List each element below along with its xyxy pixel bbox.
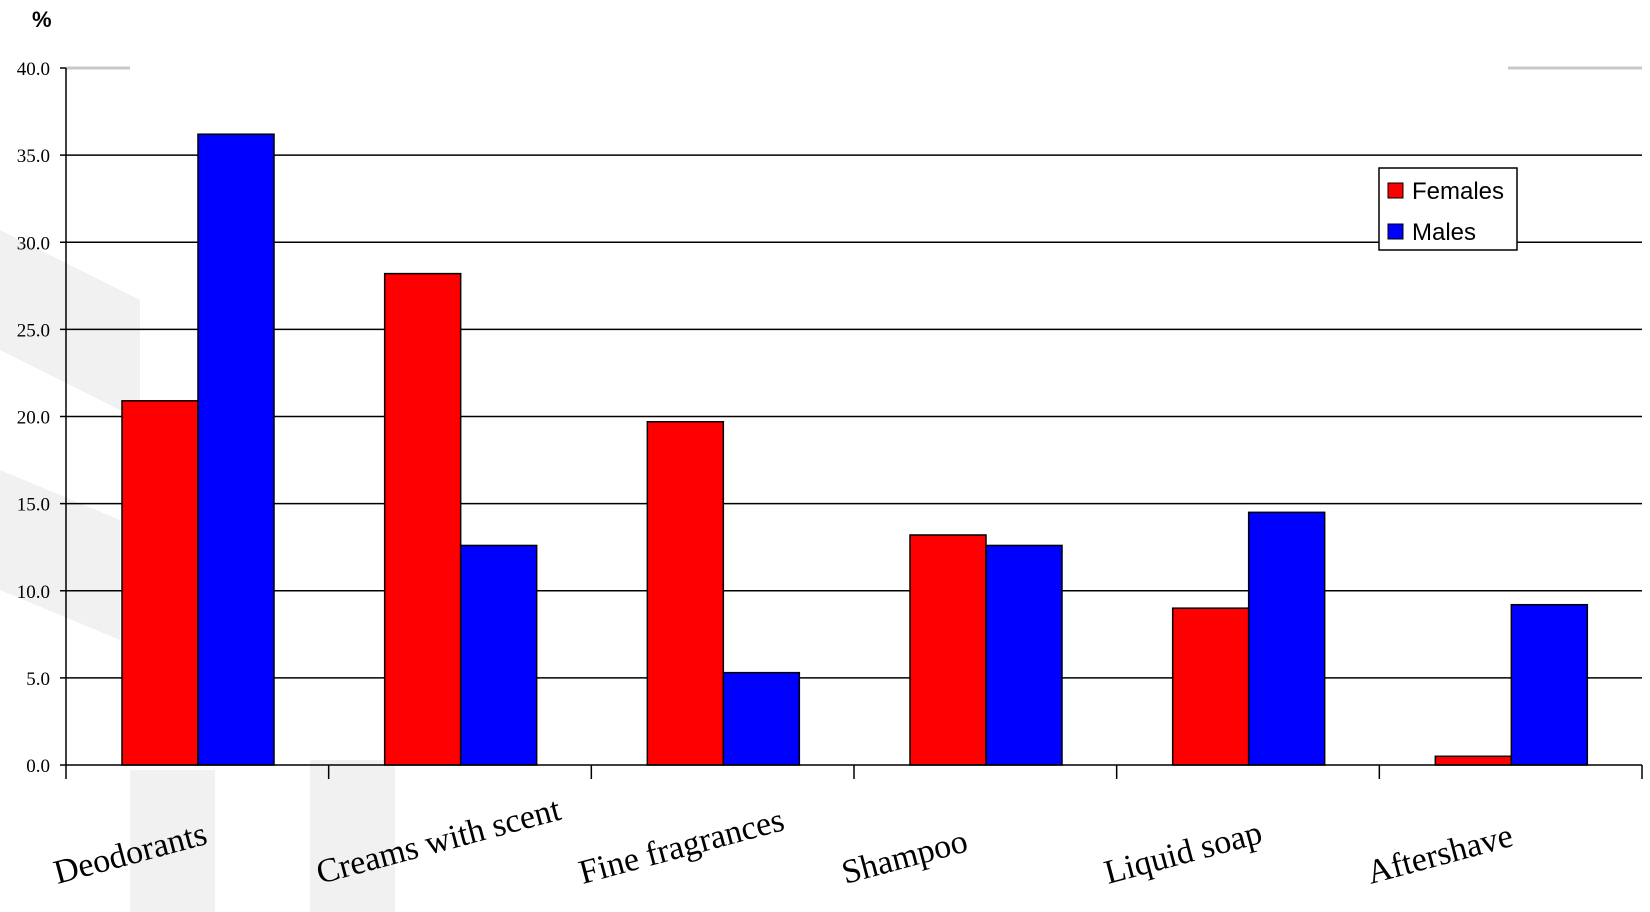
legend-label-females: Females [1412,178,1504,205]
category-label: Shampoo [838,823,972,892]
bar-males-aftershave [1510,603,1589,766]
bars [121,133,1589,766]
y-tick-label: 40.0 [17,59,50,80]
axes [65,68,1643,779]
y-tick-label: 30.0 [17,233,50,254]
y-tick-label: 15.0 [17,495,50,516]
bar-females-deodorants [121,400,199,766]
y-tick-label: 5.0 [26,669,50,690]
y-tick-label: 25.0 [17,320,50,341]
y-tick-label: 20.0 [17,408,50,429]
legend-label-males: Males [1412,219,1476,246]
bar-females-aftershave [1434,755,1513,766]
y-axis-unit-label: % [32,7,52,32]
category-labels: Deodorants Creams with scent Fine fragranc… [50,791,1517,892]
bar-females-fine-fragrances [646,420,725,766]
y-tick-label: 10.0 [17,582,50,603]
legend-box [1378,167,1518,251]
watermark-shapes [0,230,395,912]
legend: Females Males [1378,167,1518,251]
y-tick-labels: 0.0 5.0 10.0 15.0 20.0 25.0 30.0 35.0 40.0 [17,59,50,777]
category-label: Liquid soap [1100,814,1266,892]
bar-females-creams-with-scent [383,272,462,766]
bar-females-shampoo [909,534,987,766]
y-tick-label: 0.0 [26,756,50,777]
bar-males-shampoo [985,544,1063,766]
category-label: Fine fragrances [575,802,788,892]
bar-males-creams-with-scent [459,544,538,766]
y-tick-label: 35.0 [17,146,50,167]
category-label: Aftershave [1363,817,1517,891]
bar-males-liquid-soap [1247,511,1326,766]
legend-swatch-males [1387,223,1404,240]
legend-swatch-females [1387,182,1404,199]
gridlines [60,66,1642,766]
bar-males-deodorants [197,133,275,766]
bar-males-fine-fragrances [722,671,801,766]
bar-females-liquid-soap [1171,607,1250,766]
